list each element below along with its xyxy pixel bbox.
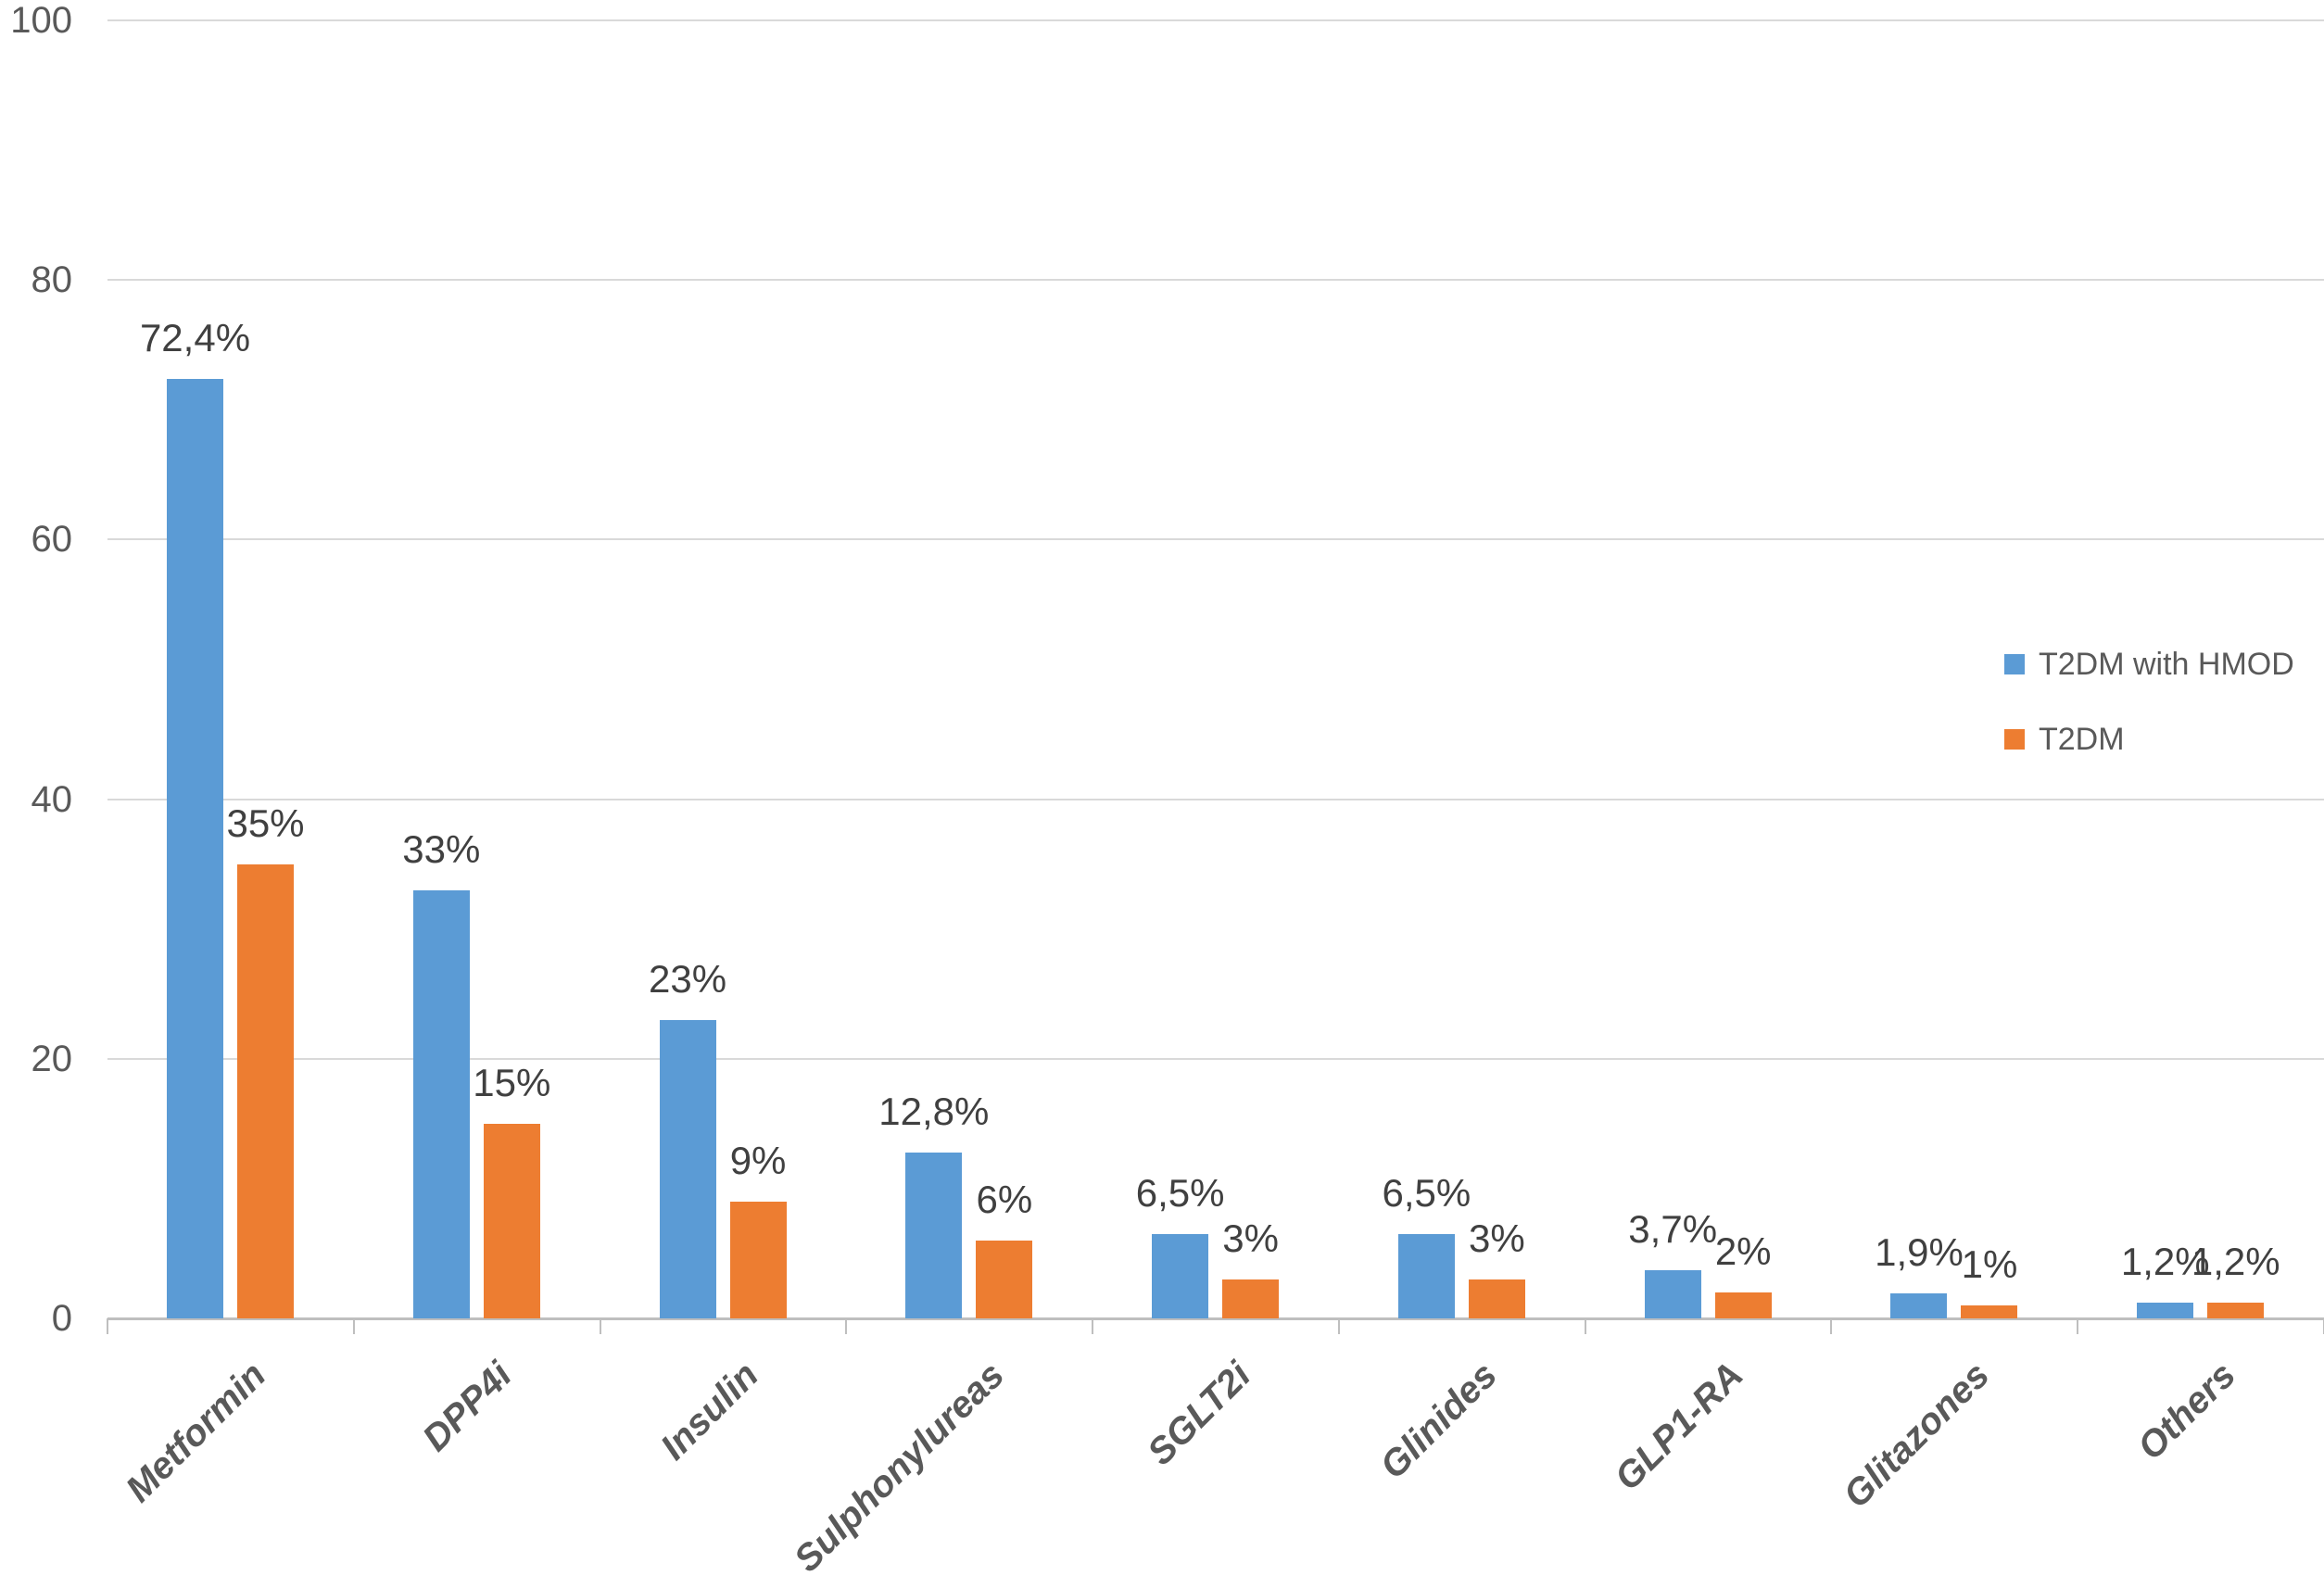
bar <box>729 1201 787 1318</box>
gridline <box>107 538 2324 541</box>
gridline <box>107 279 2324 282</box>
x-tick <box>107 1318 108 1334</box>
legend-item: T2DM <box>2004 719 2294 760</box>
x-tick <box>1584 1318 1586 1334</box>
bar <box>1714 1292 1772 1318</box>
data-label: 12,8% <box>878 1089 990 1133</box>
data-label: 1% <box>1961 1241 2018 1286</box>
x-tick <box>1337 1318 1340 1334</box>
bar <box>237 863 294 1318</box>
legend-item: T2DM with HMOD <box>2004 644 2294 685</box>
bar <box>1644 1270 1701 1318</box>
data-label: 6% <box>976 1177 1033 1221</box>
category-label: GLP1-RA <box>1607 1355 1751 1499</box>
category-label: SGLT2i <box>1140 1355 1259 1474</box>
x-tick <box>2077 1318 2079 1334</box>
data-label: 15% <box>473 1060 551 1104</box>
data-label: 35% <box>226 800 305 845</box>
y-tick-label: 20 <box>31 1038 73 1079</box>
legend-label: T2DM with HMOD <box>2039 647 2294 682</box>
bar <box>976 1240 1033 1318</box>
data-label: 1,2% <box>2120 1240 2210 1284</box>
category-label: Sulphonylureas <box>787 1355 1013 1581</box>
bar <box>2207 1303 2265 1318</box>
category-label: Metformin <box>118 1355 273 1510</box>
data-label: 3% <box>1222 1216 1279 1260</box>
legend-label: T2DM <box>2039 722 2125 757</box>
bar <box>659 1019 716 1318</box>
bar <box>1397 1233 1455 1318</box>
data-label: 6,5% <box>1382 1170 1471 1215</box>
legend-swatch-icon <box>2004 729 2025 750</box>
bar <box>1890 1293 1948 1318</box>
legend-swatch-icon <box>2004 654 2025 674</box>
y-tick-label: 60 <box>31 519 73 561</box>
data-label: 6,5% <box>1135 1170 1225 1215</box>
bar <box>1152 1233 1209 1318</box>
x-tick <box>352 1318 355 1334</box>
gridline <box>107 19 2324 21</box>
y-tick-label: 40 <box>31 778 73 820</box>
bar <box>483 1123 540 1318</box>
x-axis-line <box>107 1317 2324 1320</box>
data-label: 1,2% <box>2191 1240 2280 1284</box>
y-tick-label: 0 <box>51 1298 72 1339</box>
bar <box>1222 1279 1280 1318</box>
x-tick <box>1830 1318 1833 1334</box>
data-label: 72,4% <box>139 315 251 359</box>
bar <box>1961 1304 2018 1318</box>
data-label: 2% <box>1714 1229 1772 1273</box>
category-label: Glinides <box>1372 1355 1505 1487</box>
data-label: 3% <box>1469 1216 1525 1260</box>
category-label: DPP4i <box>414 1355 520 1459</box>
data-label: 23% <box>649 956 727 1001</box>
data-label: 9% <box>729 1138 787 1182</box>
category-label: Others <box>2129 1355 2244 1468</box>
bar <box>905 1152 963 1318</box>
data-label: 3,7% <box>1628 1207 1718 1252</box>
bar <box>167 378 223 1318</box>
category-label: Glitazones <box>1836 1355 1998 1517</box>
bar <box>2137 1303 2194 1318</box>
category-label: Insulin <box>652 1355 766 1468</box>
y-tick-label: 80 <box>31 259 73 301</box>
x-tick <box>599 1318 601 1334</box>
bar <box>1468 1279 1525 1318</box>
y-tick-label: 100 <box>10 0 72 41</box>
bar <box>412 889 470 1318</box>
legend: T2DM with HMOD T2DM <box>2004 644 2294 794</box>
gridline <box>107 1057 2324 1060</box>
data-label: 33% <box>402 826 481 871</box>
data-label: 1,9% <box>1875 1230 1964 1275</box>
x-tick <box>845 1318 848 1334</box>
gridline <box>107 798 2324 800</box>
x-tick <box>1092 1318 1094 1334</box>
